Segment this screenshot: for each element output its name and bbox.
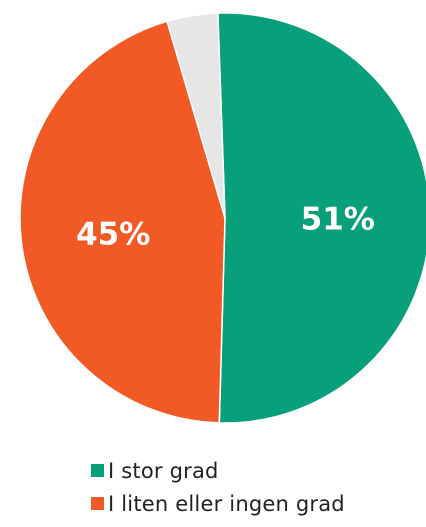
pie-slice-i-stor-grad — [217, 12, 426, 424]
legend-label-i-liten-eller-ingen-grad: I liten eller ingen grad — [108, 491, 345, 516]
pie-data-label-i-stor-grad: 51% — [301, 202, 375, 238]
pie-slice-other — [166, 12, 226, 219]
legend-swatch-i-liten-eller-ingen-grad — [91, 497, 104, 510]
legend-item-i-liten-eller-ingen-grad: I liten eller ingen grad — [91, 487, 345, 520]
legend-item-i-stor-grad: I stor grad — [91, 454, 345, 487]
legend-swatch-i-stor-grad — [91, 464, 104, 477]
chart-legend: I stor grad I liten eller ingen grad — [91, 454, 345, 520]
pie-data-label-i-liten-eller-ingen-grad: 45% — [76, 217, 150, 253]
legend-label-i-stor-grad: I stor grad — [108, 458, 219, 483]
pie-slice-i-liten-eller-ingen-grad — [19, 20, 226, 424]
pie-chart-svg: 51% 45% — [19, 12, 426, 424]
